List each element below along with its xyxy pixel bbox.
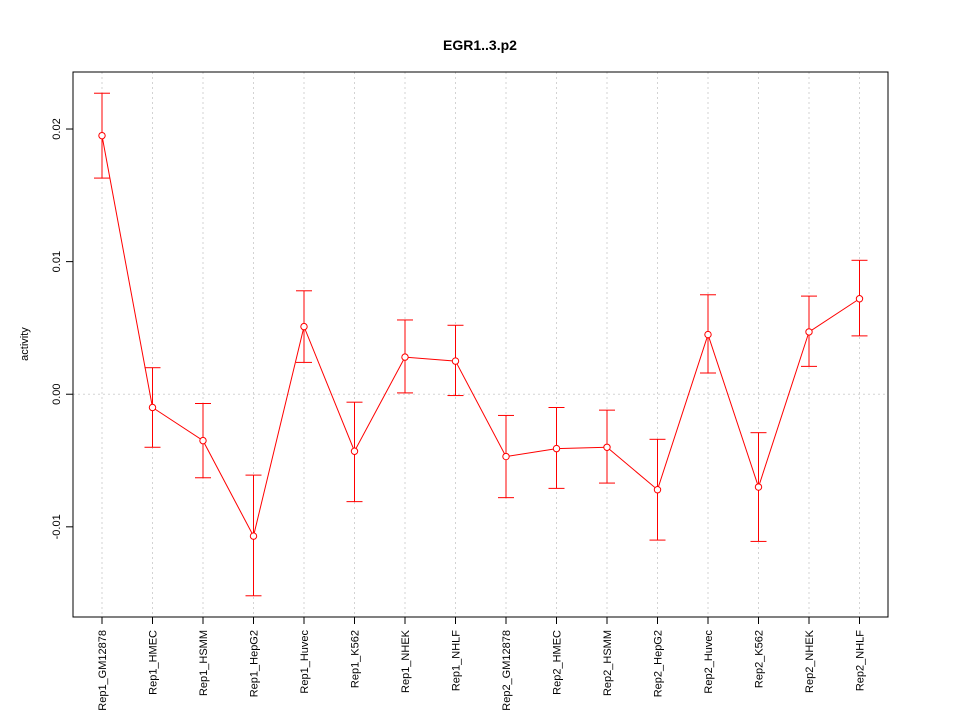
data-point bbox=[350, 447, 359, 455]
data-point bbox=[754, 483, 763, 491]
x-tick-label: Rep2_HepG2 bbox=[653, 630, 665, 697]
x-tick-label: Rep1_GM12878 bbox=[97, 630, 109, 711]
data-point bbox=[148, 403, 157, 412]
y-tick-label: -0.01 bbox=[51, 514, 63, 539]
x-tick-label: Rep1_Huvec bbox=[299, 630, 311, 694]
grid-lines bbox=[73, 72, 888, 617]
x-axis: Rep1_GM12878 Rep1_HMEC Rep1_HSMM Rep1_HepG2… bbox=[97, 617, 867, 711]
data-point bbox=[704, 330, 712, 339]
y-tick-label: 0.01 bbox=[51, 251, 63, 272]
y-axis: -0.01 0.00 0.01 0.02 bbox=[51, 118, 73, 539]
x-tick-label: Rep1_HepG2 bbox=[249, 630, 261, 697]
y-tick-label: 0.02 bbox=[51, 118, 63, 139]
y-tick-label: 0.00 bbox=[51, 384, 63, 405]
data-point bbox=[199, 436, 207, 445]
x-tick-label: Rep1_NHEK bbox=[400, 629, 412, 693]
x-tick-label: Rep1_K562 bbox=[350, 630, 362, 688]
data-point bbox=[300, 322, 308, 331]
x-tick-label: Rep2_HSMM bbox=[602, 630, 614, 696]
data-point bbox=[805, 328, 813, 336]
x-tick-label: Rep1_HSMM bbox=[198, 630, 210, 696]
x-tick-label: Rep2_HMEC bbox=[552, 630, 564, 695]
data-point bbox=[98, 131, 106, 140]
chart-title: EGR1..3.p2 bbox=[443, 37, 517, 53]
x-tick-label: Rep1_HMEC bbox=[148, 630, 160, 695]
series-group bbox=[94, 92, 868, 597]
data-point bbox=[552, 444, 561, 453]
data-point bbox=[603, 443, 611, 451]
data-point bbox=[502, 452, 510, 461]
x-tick-label: Rep2_Huvec bbox=[703, 630, 715, 694]
y-axis-label: activity bbox=[19, 327, 31, 361]
data-point bbox=[451, 357, 460, 365]
data-point bbox=[855, 295, 864, 303]
x-tick-label: Rep2_K562 bbox=[754, 630, 766, 688]
data-point bbox=[401, 353, 409, 361]
data-point bbox=[653, 486, 662, 494]
plot-frame bbox=[72, 71, 889, 618]
data-point bbox=[249, 532, 258, 540]
series-line bbox=[101, 135, 860, 538]
x-tick-label: Rep1_NHLF bbox=[451, 630, 463, 691]
x-tick-label: Rep2_NHLF bbox=[855, 630, 867, 691]
x-tick-label: Rep2_NHEK bbox=[804, 629, 816, 693]
x-tick-label: Rep2_GM12878 bbox=[501, 630, 513, 711]
